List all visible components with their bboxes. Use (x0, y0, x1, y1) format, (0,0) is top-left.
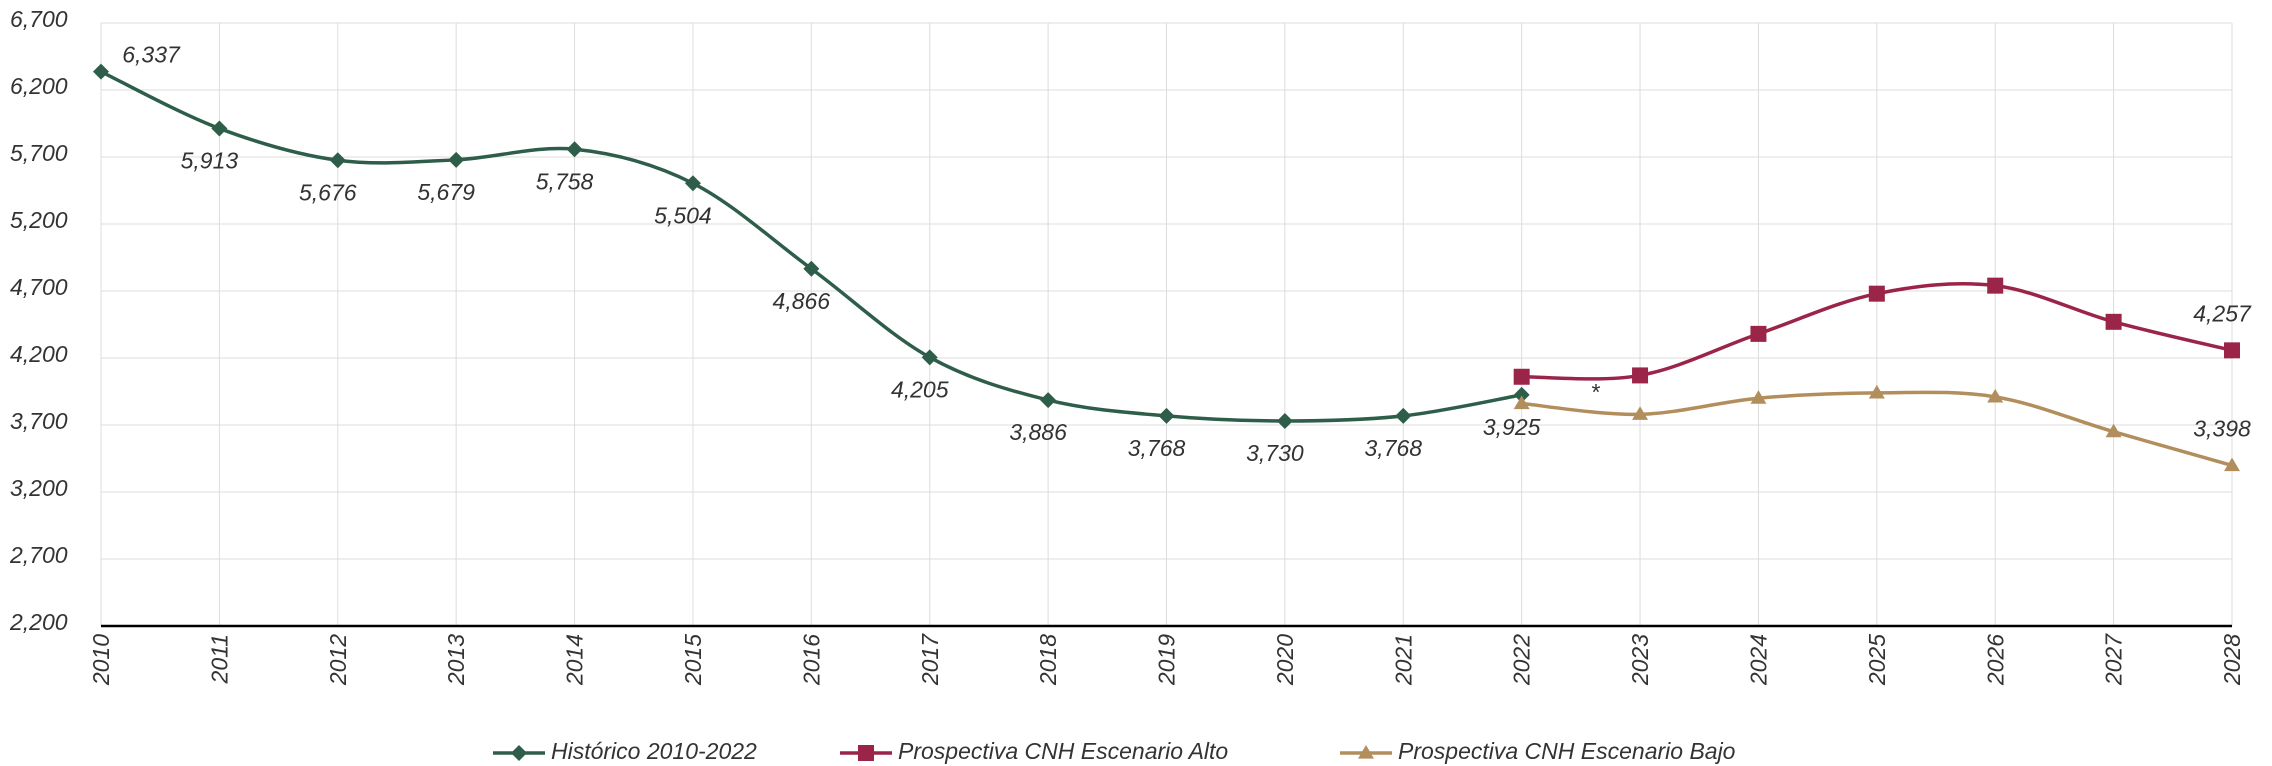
marker (511, 745, 527, 761)
data-label: 3,398 (2193, 416, 2251, 442)
y-tick-label: 6,200 (10, 73, 68, 99)
y-tick-label: 6,700 (10, 6, 68, 32)
marker (2224, 457, 2240, 472)
legend-label: Prospectiva CNH Escenario Alto (898, 738, 1228, 764)
marker (1040, 392, 1057, 409)
y-tick-label: 2,700 (9, 542, 68, 568)
y-tick-label: 4,700 (10, 274, 68, 300)
x-tick-label: 2021 (1390, 634, 1416, 686)
marker (684, 175, 701, 192)
data-label: 5,679 (417, 179, 475, 205)
marker (1513, 368, 1530, 385)
data-label: 3,768 (1364, 435, 1422, 461)
data-label: 5,913 (181, 148, 239, 174)
annotation: * (1592, 379, 1601, 405)
marker (2105, 313, 2122, 330)
x-tick-label: 2018 (1035, 634, 1061, 686)
x-tick-label: 2024 (1746, 634, 1772, 686)
y-tick-label: 4,200 (10, 341, 68, 367)
marker (1987, 388, 2004, 403)
y-tick-label: 3,200 (10, 475, 68, 501)
data-label: 3,925 (1483, 414, 1541, 440)
x-tick-label: 2017 (917, 633, 943, 686)
marker (858, 745, 874, 761)
marker (1276, 412, 1293, 429)
marker (1868, 285, 1885, 302)
x-tick-label: 2027 (2101, 633, 2127, 686)
data-label: 3,730 (1246, 440, 1304, 466)
x-tick-label: 2028 (2219, 634, 2245, 686)
marker (566, 141, 583, 158)
x-tick-label: 2019 (1154, 634, 1180, 686)
marker (921, 349, 938, 366)
y-tick-label: 5,700 (10, 140, 68, 166)
y-tick-label: 2,200 (9, 609, 68, 635)
x-tick-label: 2010 (88, 634, 114, 686)
marker (448, 151, 465, 168)
legend-label: Prospectiva CNH Escenario Bajo (1398, 738, 1736, 764)
x-tick-label: 2022 (1509, 634, 1535, 686)
x-tick-label: 2013 (443, 634, 469, 686)
x-tick-label: 2015 (680, 634, 706, 686)
data-label: 4,205 (891, 376, 949, 402)
marker (93, 63, 109, 80)
marker (1395, 407, 1412, 424)
x-tick-label: 2014 (562, 634, 588, 686)
data-label: 6,337 (122, 42, 181, 68)
data-label: 4,866 (773, 288, 831, 314)
marker (1632, 406, 1649, 420)
marker (1158, 407, 1175, 424)
marker (1750, 325, 1767, 342)
x-tick-label: 2026 (1982, 634, 2008, 686)
x-tick-label: 2016 (798, 634, 824, 686)
x-tick-label: 2025 (1864, 634, 1890, 686)
marker (211, 120, 228, 137)
x-tick-label: 2020 (1272, 634, 1298, 686)
marker (1513, 395, 1530, 410)
marker (2105, 423, 2122, 438)
x-tick-label: 2023 (1627, 634, 1653, 686)
data-label: 5,676 (299, 179, 357, 205)
marker (1987, 277, 2004, 294)
legend-label: Histórico 2010-2022 (551, 738, 757, 764)
marker (1750, 390, 1767, 404)
marker (1358, 745, 1374, 759)
data-label: 3,886 (1009, 419, 1067, 445)
marker (1632, 367, 1649, 384)
marker (1868, 384, 1885, 399)
y-tick-label: 3,700 (10, 408, 68, 434)
y-tick-label: 5,200 (10, 207, 68, 233)
x-tick-label: 2012 (325, 634, 351, 686)
x-tick-label: 2011 (206, 634, 232, 684)
data-label: 5,758 (536, 168, 594, 194)
marker (2224, 342, 2240, 359)
data-label: 3,768 (1128, 435, 1186, 461)
data-label: 5,504 (654, 202, 712, 228)
marker (329, 152, 346, 169)
marker (1513, 386, 1530, 403)
marker (803, 260, 820, 277)
data-label: 4,257 (2193, 300, 2252, 326)
